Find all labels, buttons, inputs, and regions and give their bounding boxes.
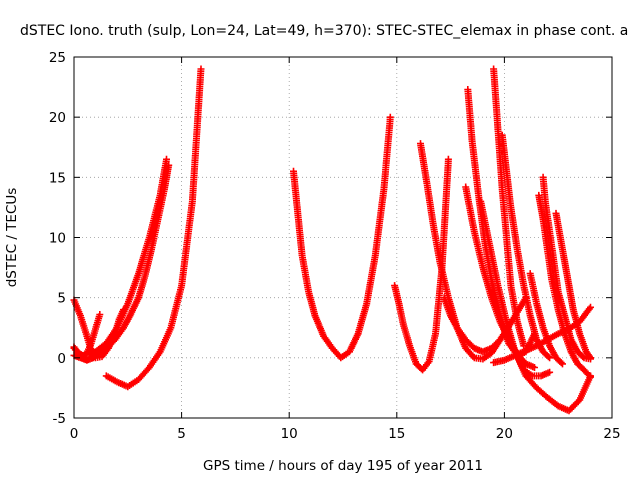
series-arc-13 <box>490 65 528 350</box>
y-tick-label: 0 <box>57 351 66 367</box>
series-arc-17 <box>535 191 594 381</box>
series-arc-20 <box>526 270 566 368</box>
x-tick-label: 10 <box>281 426 298 442</box>
series-layer <box>70 65 594 415</box>
y-tick-label: 20 <box>49 110 66 126</box>
y-tick-label: -5 <box>53 411 66 427</box>
series-arc-18 <box>539 173 594 363</box>
chart-title: dSTEC Iono. truth (sulp, Lon=24, Lat=49,… <box>20 23 628 39</box>
series-arc-6 <box>290 113 394 362</box>
series-arc-19 <box>552 209 594 362</box>
series-arc-7 <box>391 155 452 374</box>
series-arc-5 <box>102 65 205 391</box>
series-arc-10 <box>440 294 530 356</box>
x-tick-label: 0 <box>70 426 79 442</box>
y-axis-label: dSTEC / TECUs <box>4 188 20 288</box>
y-tick-label: 15 <box>49 170 66 186</box>
series-arc-14 <box>498 131 554 362</box>
y-tick-label: 5 <box>57 291 66 307</box>
y-tick-label: 10 <box>49 231 66 247</box>
x-tick-label: 15 <box>388 426 405 442</box>
x-tick-label: 5 <box>177 426 186 442</box>
x-tick-label: 20 <box>496 426 513 442</box>
x-axis-label: GPS time / hours of day 195 of year 2011 <box>203 458 483 474</box>
series-arc-15 <box>511 348 594 415</box>
y-tick-label: 25 <box>49 50 66 66</box>
x-tick-label: 25 <box>603 426 620 442</box>
